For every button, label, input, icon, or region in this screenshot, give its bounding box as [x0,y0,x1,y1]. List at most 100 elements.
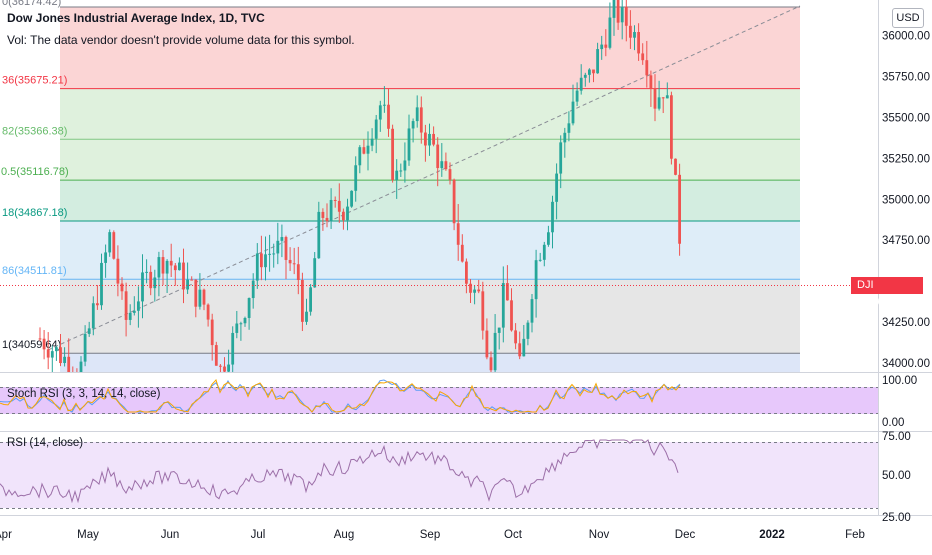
candle-body [448,169,452,180]
candle-body [633,32,636,38]
candle-body [288,259,292,264]
candle-body [251,280,255,299]
stoch-rsi-label[interactable]: Stoch RSI (3, 3, 14, 14, close) [7,388,161,400]
candle-body [137,301,140,311]
candle-body [42,338,46,350]
candle-body [362,147,366,154]
fib-level-label: 82(35366.38) [2,125,67,137]
candle-body [325,217,329,222]
candle-body [243,317,247,324]
candle-body [190,279,194,281]
candle-body [534,260,538,300]
candle-body [538,259,542,261]
candle-body [153,277,157,289]
time-axis-label: May [77,529,99,541]
candle-body [358,147,362,166]
candle-body [493,332,497,371]
candle-body [649,75,653,89]
candle-body [477,289,481,292]
candle-body [272,253,276,255]
rsi-label[interactable]: RSI (14, close) [7,437,84,449]
candle-body [403,160,407,171]
candle-body [329,199,333,222]
candle-body [292,263,296,265]
candle-body [59,347,62,364]
candle-body [235,323,239,333]
rsi-axis-label: 25.00 [882,512,911,524]
candle-body [641,53,645,61]
candle-body [128,312,132,320]
candle-body [547,232,550,245]
candle-body [555,173,558,202]
candle-body [469,283,472,293]
candle-body [460,244,464,262]
rsi-axis-label: 50.00 [882,470,911,482]
chart-title: Dow Jones Industrial Average Index, 1D, … [7,11,265,25]
candle-body [399,170,403,172]
fib-level-label: 36(35675.21) [2,75,67,87]
candle-body [391,128,394,180]
candle-body [551,201,554,233]
candle-body [50,351,54,358]
candle-body [161,257,165,274]
price-axis-label: 35000.00 [882,194,930,206]
candle-body [317,211,321,259]
candle-body [227,364,230,372]
candle-body [657,97,661,109]
candle-body [415,107,419,122]
candle-body [665,95,669,99]
candle-body [46,349,50,358]
candle-body [395,170,399,180]
candle-body [645,60,649,76]
candle-body [91,303,95,329]
candle-body [506,283,509,301]
time-axis-label: 2022 [759,529,785,541]
candle-body [223,366,226,372]
candle-body [239,323,243,325]
candle-body [63,356,66,364]
fib-band [60,6,800,89]
candle-body [83,333,87,362]
fib-level-label: 86(34511.81) [2,265,67,277]
rsi-line [0,439,679,504]
fib-level-label: 0(36174.42) [2,0,61,8]
candle-body [526,322,530,339]
currency-button[interactable]: USD [892,8,924,28]
candle-body [592,69,595,74]
candle-body [260,253,263,268]
stoch-axis-label: 0.00 [882,417,904,429]
candle-body [173,265,177,271]
candle-body [374,119,378,139]
fib-band [60,180,800,221]
fib-level-label: 0.5(35116.78) [1,166,69,178]
candle-body [612,0,616,18]
stoch-band [0,387,878,414]
candle-body [452,179,456,224]
candle-body [104,252,107,263]
candle-body [497,327,501,333]
candle-body [116,258,120,284]
time-axis-label: Aug [334,529,354,541]
candle-body [255,253,259,281]
candle-body [276,240,280,254]
candle-body [280,237,284,241]
candle-body [563,132,567,143]
time-axis-label: Dec [675,529,696,541]
candle-body [87,328,91,334]
candle-body [575,90,579,102]
time-axis-label: Nov [589,529,610,541]
candle-body [132,310,136,313]
fib-level-label: 18(34867.18) [2,207,67,219]
candle-body [186,279,189,290]
candle-body [100,262,103,306]
candle-body [301,279,304,322]
trend-line [47,5,801,351]
candle-body [120,283,124,292]
candle-body [620,6,624,23]
price-axis-label: 34750.00 [882,235,930,247]
fib-band [60,279,800,354]
candle-body [305,311,308,322]
rsi-band [0,442,878,508]
candle-body [571,101,575,124]
